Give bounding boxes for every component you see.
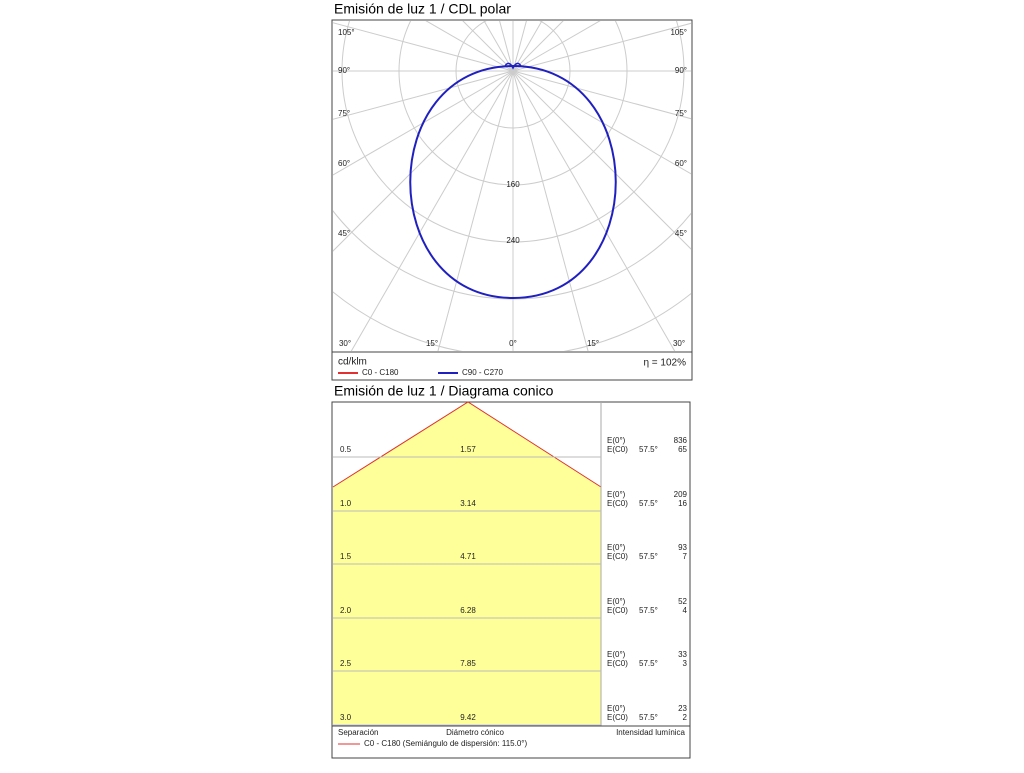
angle-label: 30° bbox=[339, 339, 351, 348]
angle-label: 15° bbox=[587, 339, 599, 348]
e0-value: 23 bbox=[678, 704, 687, 713]
grid-radial bbox=[512, 70, 691, 175]
angle-label: 45° bbox=[338, 229, 350, 238]
grid-radial bbox=[333, 70, 514, 176]
ec0-value: 16 bbox=[678, 499, 687, 508]
diameter: 3.14 bbox=[460, 499, 476, 508]
grid-radial bbox=[333, 22, 514, 72]
grid-radial bbox=[512, 70, 589, 351]
ec0-value: 3 bbox=[683, 659, 688, 668]
angle-label: 15° bbox=[426, 339, 438, 348]
angle-label: 105° bbox=[670, 28, 687, 37]
e0-value: 209 bbox=[674, 490, 688, 499]
polar-frame bbox=[331, 19, 693, 381]
angle: 57.5° bbox=[639, 499, 658, 508]
diameter: 9.42 bbox=[460, 713, 476, 722]
grid-radial bbox=[512, 70, 691, 120]
grid-radial bbox=[512, 70, 691, 250]
legend-label: C0 - C180 (Semiángulo de dispersión: 115… bbox=[364, 739, 527, 748]
ec0-label: E(C0) bbox=[607, 606, 628, 615]
ring-label: 240 bbox=[506, 236, 520, 245]
e0-label: E(0°) bbox=[607, 597, 626, 606]
angle: 57.5° bbox=[639, 606, 658, 615]
angle-label: 60° bbox=[338, 159, 350, 168]
footer-label: Separación bbox=[338, 728, 378, 737]
e0-value: 93 bbox=[678, 543, 687, 552]
separation: 2.0 bbox=[340, 606, 352, 615]
diameter: 7.85 bbox=[460, 659, 476, 668]
ring-label: 160 bbox=[506, 180, 520, 189]
ec0-value: 7 bbox=[683, 552, 688, 561]
grid-radial bbox=[512, 70, 676, 351]
e0-label: E(0°) bbox=[607, 490, 626, 499]
ec0-label: E(C0) bbox=[607, 659, 628, 668]
e0-value: 52 bbox=[678, 597, 687, 606]
cone-edge bbox=[332, 401, 602, 488]
ec0-label: E(C0) bbox=[607, 499, 628, 508]
legend-label: C90 - C270 bbox=[462, 368, 503, 377]
cone-title: Emisión de luz 1 / Diagrama conico bbox=[334, 383, 554, 399]
angle-label: 90° bbox=[675, 66, 687, 75]
grid-radial bbox=[512, 22, 691, 72]
angle-label: 0° bbox=[509, 339, 517, 348]
ec0-value: 4 bbox=[683, 606, 688, 615]
separation: 1.5 bbox=[340, 552, 352, 561]
grid-radial bbox=[350, 70, 514, 351]
angle: 57.5° bbox=[639, 659, 658, 668]
separation: 3.0 bbox=[340, 713, 352, 722]
angle-label: 90° bbox=[338, 66, 350, 75]
e0-label: E(0°) bbox=[607, 704, 626, 713]
grid-radial bbox=[425, 21, 514, 72]
ec0-label: E(C0) bbox=[607, 445, 628, 454]
diameter: 1.57 bbox=[460, 445, 476, 454]
angle-label: 60° bbox=[675, 159, 687, 168]
ec0-value: 2 bbox=[683, 713, 688, 722]
footer-label: Intensidad lumínica bbox=[616, 728, 685, 737]
e0-label: E(0°) bbox=[607, 436, 626, 445]
grid-radial bbox=[512, 21, 601, 72]
e0-value: 836 bbox=[674, 436, 688, 445]
e0-value: 33 bbox=[678, 650, 687, 659]
polar-curve bbox=[409, 64, 617, 300]
e0-label: E(0°) bbox=[607, 543, 626, 552]
footer-label: Diámetro cónico bbox=[446, 728, 504, 737]
separation: 1.0 bbox=[340, 499, 352, 508]
separation: 2.5 bbox=[340, 659, 352, 668]
unit-label: cd/klm bbox=[338, 357, 367, 368]
ec0-value: 65 bbox=[678, 445, 687, 454]
angle-label: 75° bbox=[338, 109, 350, 118]
angle-label: 105° bbox=[338, 28, 355, 37]
cone-area bbox=[333, 402, 601, 724]
angle: 57.5° bbox=[639, 552, 658, 561]
grid-radial bbox=[333, 70, 514, 252]
legend-label: C0 - C180 bbox=[362, 368, 399, 377]
diameter: 6.28 bbox=[460, 606, 476, 615]
diameter: 4.71 bbox=[460, 552, 476, 561]
grid-radial bbox=[333, 70, 514, 120]
efficiency: η = 102% bbox=[643, 358, 686, 369]
ec0-label: E(C0) bbox=[607, 713, 628, 722]
grid-radial bbox=[437, 70, 514, 351]
ec0-label: E(C0) bbox=[607, 552, 628, 561]
angle-label: 30° bbox=[673, 339, 685, 348]
curve-tip bbox=[504, 62, 522, 70]
polar-title: Emisión de luz 1 / CDL polar bbox=[334, 1, 511, 17]
angle: 57.5° bbox=[639, 445, 658, 454]
separation: 0.5 bbox=[340, 445, 352, 454]
angle: 57.5° bbox=[639, 713, 658, 722]
angle-label: 45° bbox=[675, 229, 687, 238]
angle-label: 75° bbox=[675, 109, 687, 118]
e0-label: E(0°) bbox=[607, 650, 626, 659]
